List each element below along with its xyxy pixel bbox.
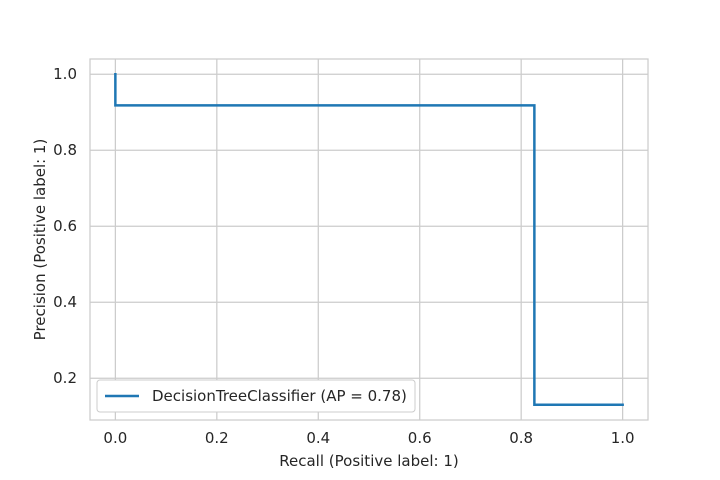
plot-frame xyxy=(89,58,649,421)
legend: DecisionTreeClassifier (AP = 0.78) xyxy=(96,379,416,413)
y-axis-title: Precision (Positive label: 1) xyxy=(31,139,49,341)
x-tick-label: 0.2 xyxy=(205,429,229,447)
plot-area xyxy=(90,59,648,420)
x-tick-label: 0.8 xyxy=(509,429,533,447)
y-axis-ticks: 0.2 0.4 0.6 0.8 1.0 xyxy=(53,65,77,387)
series-line xyxy=(114,72,624,407)
y-tick-label: 0.8 xyxy=(53,141,77,159)
legend-box xyxy=(96,379,416,413)
x-tick-label: 0.6 xyxy=(408,429,432,447)
legend-label: DecisionTreeClassifier (AP = 0.78) xyxy=(152,387,407,405)
y-tick-label: 0.4 xyxy=(53,293,77,311)
x-tick-label: 0.4 xyxy=(306,429,330,447)
y-tick-label: 0.6 xyxy=(53,217,77,235)
x-tick-label: 0.0 xyxy=(103,429,127,447)
series-layer xyxy=(114,72,624,407)
x-axis-title: Recall (Positive label: 1) xyxy=(279,452,458,470)
x-axis-ticks: 0.0 0.2 0.4 0.6 0.8 1.0 xyxy=(103,429,634,447)
grid xyxy=(90,59,648,420)
y-tick-label: 0.2 xyxy=(53,369,77,387)
y-tick-label: 1.0 xyxy=(53,65,77,83)
x-tick-label: 1.0 xyxy=(611,429,635,447)
